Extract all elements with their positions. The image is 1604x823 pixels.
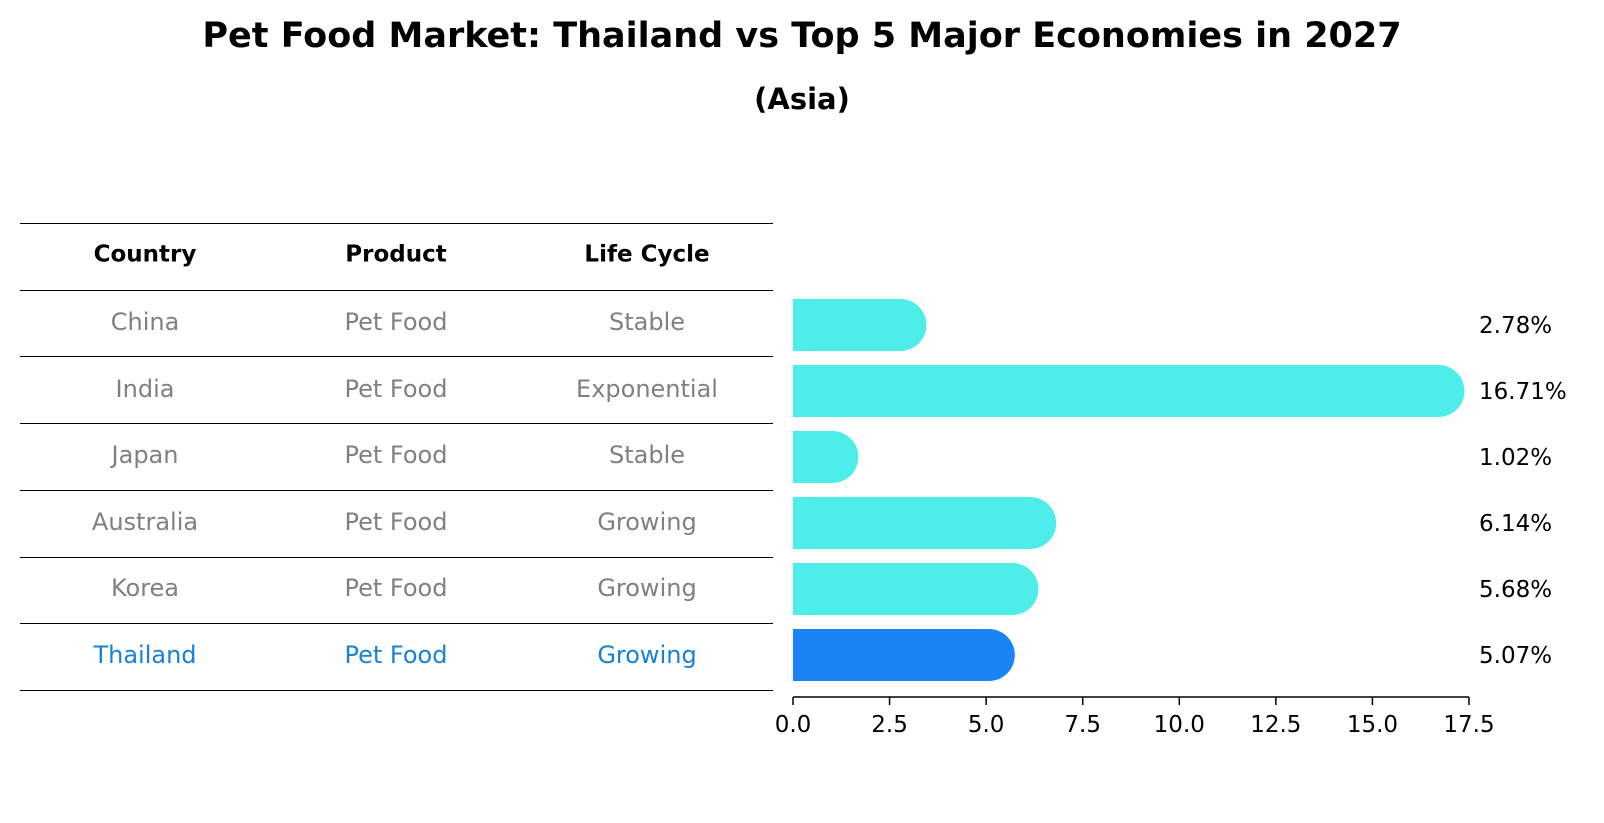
table-cell-product: Pet Food	[344, 641, 448, 669]
table-cell-life-cycle: Growing	[597, 507, 697, 536]
table-cell-country: Korea	[110, 574, 180, 603]
table-cell-product: Pet Food	[344, 507, 448, 536]
x-tick-label: 7.5	[1064, 712, 1101, 738]
table-cell-product: Pet Food	[344, 374, 448, 403]
table-rule	[20, 423, 773, 424]
table-rule	[20, 490, 773, 491]
x-tick-label: 2.5	[871, 712, 908, 738]
table-rule	[20, 557, 773, 558]
bar-value-label: 1.02%	[1479, 445, 1552, 471]
table-rule	[20, 356, 773, 357]
bar	[793, 497, 1057, 549]
bar	[793, 299, 927, 351]
bar-value-label: 6.14%	[1479, 511, 1552, 537]
table-rule	[20, 690, 773, 691]
bar-value-label: 2.78%	[1479, 313, 1552, 339]
table-cell-country: Thailand	[93, 641, 197, 669]
bar-value-label: 5.68%	[1479, 577, 1552, 603]
x-tick-label: 15.0	[1347, 712, 1398, 738]
table-cell-country: China	[110, 308, 180, 336]
table-header-cell: Country	[93, 241, 197, 268]
bar	[793, 365, 1465, 417]
bar-highlight	[793, 629, 1015, 681]
x-tick-label: 0.0	[775, 712, 812, 738]
x-tick-label: 5.0	[968, 712, 1005, 738]
bar	[793, 563, 1039, 615]
x-tick-label: 10.0	[1154, 712, 1205, 738]
bar-value-label: 16.71%	[1479, 379, 1567, 405]
table-header-cell: Life Cycle	[584, 241, 710, 268]
chart-title: Pet Food Market: Thailand vs Top 5 Major…	[202, 16, 1402, 56]
table-cell-country: Japan	[111, 441, 179, 470]
table-cell-life-cycle: Exponential	[576, 374, 718, 403]
bar-value-label: 5.07%	[1479, 643, 1552, 669]
x-tick-label: 17.5	[1443, 712, 1494, 738]
table-rule	[20, 290, 773, 291]
table-cell-country: Australia	[91, 507, 199, 536]
table-rule	[20, 623, 773, 624]
chart-subtitle: (Asia)	[754, 82, 850, 116]
x-tick-label: 12.5	[1250, 712, 1301, 738]
table-cell-product: Pet Food	[344, 308, 448, 336]
table-cell-product: Pet Food	[344, 574, 448, 603]
table-cell-life-cycle: Growing	[597, 641, 697, 669]
table-rule	[20, 223, 773, 224]
table-cell-life-cycle: Stable	[608, 441, 686, 470]
table-cell-country: India	[115, 374, 175, 403]
table-header-cell: Product	[345, 241, 447, 268]
table-cell-life-cycle: Growing	[597, 574, 697, 603]
bar	[793, 431, 859, 483]
table-cell-life-cycle: Stable	[608, 308, 686, 336]
table-cell-product: Pet Food	[344, 441, 448, 470]
